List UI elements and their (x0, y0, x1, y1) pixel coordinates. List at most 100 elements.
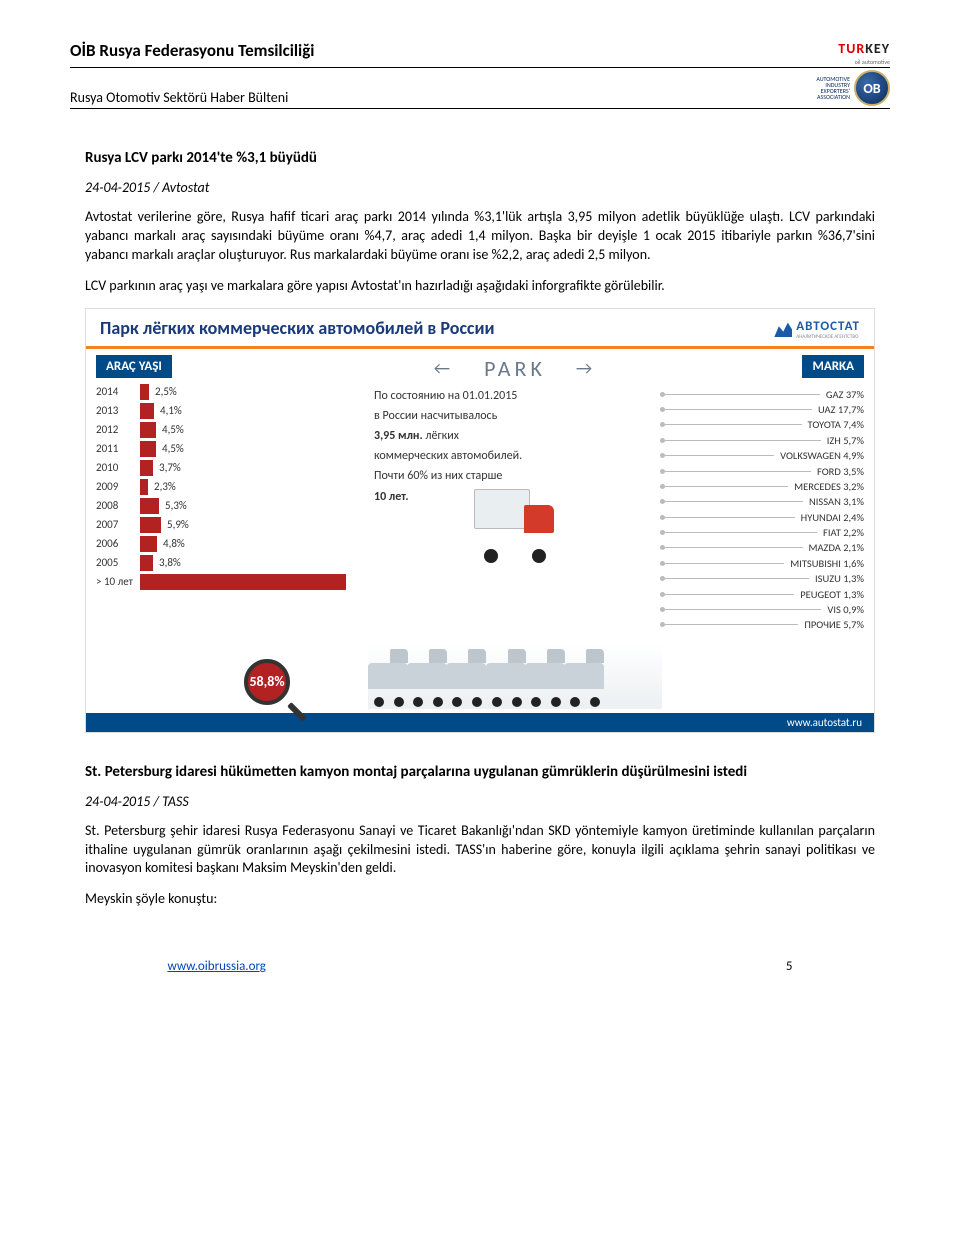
leader-line (664, 455, 774, 456)
age-label: 2014 (96, 385, 140, 398)
page-number: 5 (786, 959, 793, 974)
leader-line (664, 578, 809, 579)
age-bar (140, 441, 156, 457)
age-label: 2010 (96, 461, 140, 474)
age-label: 2009 (96, 480, 140, 493)
brand-column: MARKA GAZ 37%UAZ 17,7%TOYOTA 7,4%IZH 5,7… (664, 355, 864, 709)
age-bar (140, 460, 153, 476)
age-label: 2013 (96, 404, 140, 417)
brand-label: FORD 3,5% (817, 465, 864, 478)
brand-label: ISUZU 1,3% (815, 572, 864, 585)
age-label: 2005 (96, 556, 140, 569)
park-header: PARK (484, 355, 546, 382)
mid-text-1: По состоянию на 01.01.2015 (374, 388, 656, 404)
park-column: ← PARK → По состоянию на 01.01.2015 в Ро… (366, 355, 664, 709)
brand-label: UAZ 17,7% (818, 403, 864, 416)
age-row: 2008 5,3% (96, 498, 366, 514)
leader-line (664, 517, 795, 518)
brand-row: MAZDA 2,1% (664, 541, 864, 554)
brand-label: PEUGEOT 1,3% (800, 588, 864, 601)
age-label: > 10 лет (96, 575, 140, 588)
oib-circle-icon: OB (854, 70, 890, 106)
brand-row: HYUNDAI 2,4% (664, 511, 864, 524)
age-bar (140, 555, 153, 571)
age-bar (140, 536, 157, 552)
brand-label: FIAT 2,2% (823, 526, 864, 539)
leader-line (664, 532, 817, 533)
age-row: > 10 лет58,8% (96, 574, 366, 590)
age-pct: 5,3% (165, 498, 187, 514)
brand-label: ПРОЧИЕ 5,7% (804, 618, 864, 631)
mid-text-4: коммерческих автомобилей. (374, 448, 656, 464)
footer-url[interactable]: www.oibrussia.org (167, 959, 265, 974)
age-bar (140, 384, 149, 400)
logo-block: TURKEY oil automotive (838, 40, 890, 65)
turkey-logo: TURKEY (838, 40, 890, 57)
age-row: 2011 4,5% (96, 441, 366, 457)
age-pct: 3,7% (159, 460, 181, 476)
age-label: 2011 (96, 442, 140, 455)
brand-label: NISSAN 3,1% (809, 495, 864, 508)
brand-row: NISSAN 3,1% (664, 495, 864, 508)
leader-line (664, 471, 811, 472)
age-header: ARAÇ YAŞI (96, 355, 172, 378)
brand-row: VOLKSWAGEN 4,9% (664, 449, 864, 462)
infographic: Парк лёгких коммерческих автомобилей в Р… (85, 308, 875, 733)
age-row: 2005 3,8% (96, 555, 366, 571)
turkey-tagline: oil automotive (855, 59, 890, 65)
age-row: 20134,1% (96, 403, 366, 419)
mid-text-3: 3,95 млн. лёгких (374, 428, 656, 444)
brand-row: TOYOTA 7,4% (664, 418, 864, 431)
brand-label: MITSUBISHI 1,6% (790, 557, 864, 570)
age-row: 20092,3% (96, 479, 366, 495)
age-bar (140, 422, 156, 438)
article2-p2: Meyskin şöyle konuştu: (85, 890, 875, 909)
brand-label: MAZDA 2,1% (809, 541, 865, 554)
article2-meta: 24-04-2015 / TASS (85, 793, 875, 810)
age-label: 2006 (96, 537, 140, 550)
infographic-footer: www.autostat.ru (86, 713, 874, 732)
article2-title: St. Petersburg idaresi hükümetten kamyon… (85, 763, 875, 781)
brand-row: UAZ 17,7% (664, 403, 864, 416)
age-label: 2008 (96, 499, 140, 512)
brand-label: IZH 5,7% (827, 434, 864, 447)
age-pct: 4,8% (163, 536, 185, 552)
article1-meta: 24-04-2015 / Avtostat (85, 179, 875, 196)
brand-label: TOYOTA 7,4% (808, 418, 864, 431)
page-footer: www.oibrussia.org 5 (70, 959, 890, 974)
age-pct: 3,8% (159, 555, 181, 571)
autostat-icon (774, 319, 792, 337)
brand-row: MERCEDES 3,2% (664, 480, 864, 493)
arrow-left-icon: ← (434, 357, 454, 379)
article1-p1: Avtostat verilerine göre, Rusya hafif ti… (85, 208, 875, 265)
leader-line (664, 501, 803, 502)
leader-line (664, 424, 802, 425)
arrow-right-icon: → (576, 357, 596, 379)
leader-line (664, 609, 821, 610)
age-bar (140, 517, 161, 533)
brand-row: MITSUBISHI 1,6% (664, 557, 864, 570)
age-bar (140, 403, 154, 419)
autostat-logo: АВТОСТАТ АНАЛИТИЧЕСКОЕ АГЕНТСТВО (774, 317, 860, 340)
article1-title: Rusya LCV parkı 2014'te %3,1 büyüdü (85, 149, 875, 167)
leader-line (664, 594, 794, 595)
brand-row: VIS 0,9% (664, 603, 864, 616)
age-pct: 4,5% (162, 441, 184, 457)
brand-row: PEUGEOT 1,3% (664, 588, 864, 601)
leader-line (664, 440, 821, 441)
leader-line (664, 624, 798, 625)
age-label: 2012 (96, 423, 140, 436)
age-row: 2006 4,8% (96, 536, 366, 552)
infographic-title: Парк лёгких коммерческих автомобилей в Р… (100, 317, 494, 339)
leader-line (664, 486, 788, 487)
leader-line (664, 409, 812, 410)
leader-line (664, 394, 820, 395)
age-row: 2010 3,7% (96, 460, 366, 476)
brand-label: GAZ 37% (826, 388, 864, 401)
bulletin-name: Rusya Otomotiv Sektörü Haber Bülteni (70, 89, 288, 106)
age-pct: 5,9% (167, 517, 189, 533)
age-pct: 4,5% (162, 422, 184, 438)
brand-label: VOLKSWAGEN 4,9% (780, 449, 864, 462)
truck-illustration (374, 509, 656, 709)
brand-row: IZH 5,7% (664, 434, 864, 447)
